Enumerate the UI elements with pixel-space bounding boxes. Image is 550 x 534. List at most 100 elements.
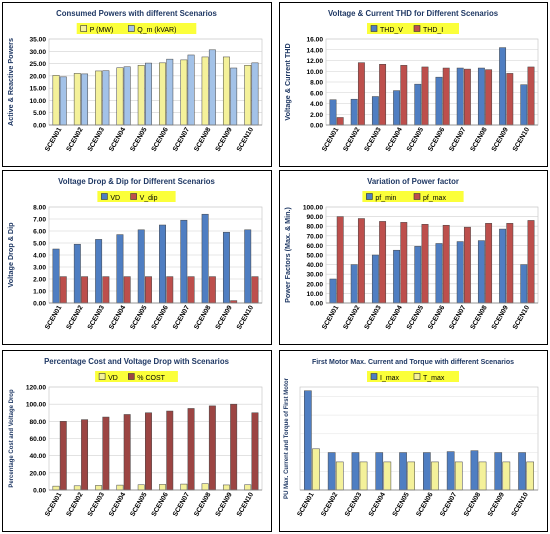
- y-tick-label: 0.00: [310, 123, 323, 130]
- y-axis-title: Percentage Cost and Voltage Drop: [9, 389, 15, 488]
- bar-pf-min-scen09: [499, 228, 507, 304]
- chart-title: Voltage & Current THD for Different Scen…: [328, 9, 499, 18]
- x-tick-label: SCEN03: [344, 491, 363, 518]
- bar-i-max-scen09: [494, 452, 503, 491]
- bar-thd-v-scen08: [477, 67, 485, 126]
- x-tick-label: SCEN03: [87, 126, 106, 153]
- y-axis-title: Active & Reactive Powers: [6, 38, 15, 126]
- bar-thd-v-scen10: [520, 84, 528, 126]
- bar-thd-i-scen02: [357, 62, 365, 126]
- legend-background: [95, 371, 178, 382]
- bar-vd-scen07: [180, 219, 188, 304]
- bar-q-m-kvar--scen08: [208, 49, 216, 126]
- legend-background: [362, 191, 464, 202]
- bar-thd-v-scen01: [329, 99, 337, 126]
- bar-i-max-scen01: [304, 390, 312, 491]
- bar-vd-scen05: [137, 484, 145, 491]
- x-tick-label: SCEN08: [193, 126, 212, 153]
- bar-p-mw--scen01: [52, 75, 60, 126]
- bar-thd-i-scen08: [485, 69, 493, 126]
- chart-cost-voltage-drop: Percentage Cost and Voltage Drop with Sc…: [9, 357, 263, 518]
- bar-p-mw--scen03: [95, 70, 103, 126]
- x-tick-label: SCEN08: [469, 126, 488, 153]
- bar-vd-scen10: [244, 229, 252, 304]
- bar-thd-i-scen01: [336, 117, 344, 126]
- bar-v-dip-scen08: [208, 276, 216, 304]
- y-tick-label: 120.00: [26, 385, 47, 392]
- y-tick-label: 100.00: [303, 205, 324, 212]
- bar-pf-max-scen05: [421, 224, 429, 304]
- y-tick-label: 6.00: [33, 229, 46, 236]
- x-tick-label: SCEN07: [448, 126, 467, 153]
- legend-swatch-0: [80, 25, 87, 32]
- bar--cost-scen07: [187, 408, 195, 491]
- bar-vd-scen05: [137, 229, 145, 304]
- x-tick-label: SCEN02: [342, 126, 361, 153]
- bar--cost-scen08: [208, 405, 216, 491]
- legend-background: [367, 371, 459, 382]
- legend-label-0: P (MW): [90, 27, 114, 34]
- x-tick-label: SCEN03: [363, 126, 382, 153]
- bar-vd-scen02: [73, 243, 81, 304]
- chart-panel-consumed-powers: Consumed Powers with different Scenarios…: [2, 2, 272, 167]
- bar-pf-min-scen10: [520, 264, 528, 304]
- bar-t-max-scen04: [383, 461, 392, 491]
- x-tick-label: SCEN04: [385, 304, 404, 331]
- bar-v-dip-scen05: [145, 276, 152, 304]
- plot-area: [300, 387, 538, 490]
- bar-i-max-scen07: [446, 451, 455, 491]
- chart-panel-power-factor: Variation of Power factor pf_min pf_max 0.0…: [279, 170, 548, 345]
- x-tick-label: SCEN10: [236, 304, 255, 331]
- x-tick-label: SCEN07: [448, 304, 467, 331]
- y-tick-label: 100.00: [26, 402, 47, 409]
- bar-i-max-scen10: [518, 452, 526, 491]
- legend-label-0: pf_min: [375, 195, 396, 202]
- y-tick-label: 20.00: [306, 281, 323, 288]
- y-axis-title: Power Factors (Max. & Min.): [283, 206, 292, 302]
- chart-voltage-drop-dip: Voltage Drop & Dip for Different Scenari…: [6, 177, 263, 331]
- bar-t-max-scen02: [335, 461, 344, 491]
- bar-q-m-kvar--scen10: [251, 62, 259, 126]
- legend-background: [367, 23, 459, 34]
- bar-t-max-scen08: [478, 461, 487, 491]
- bar-vd-scen08: [201, 483, 209, 491]
- bar-t-max-scen03: [359, 461, 368, 491]
- x-tick-label: SCEN06: [427, 304, 446, 331]
- y-tick-label: 1.00: [33, 289, 46, 296]
- legend-swatch-0: [366, 193, 373, 200]
- bar-p-mw--scen08: [201, 56, 209, 126]
- x-tick-label: SCEN03: [87, 304, 106, 331]
- y-tick-label: 5.00: [33, 241, 46, 248]
- x-tick-label: SCEN05: [129, 304, 148, 331]
- legend-label-0: VD: [108, 375, 118, 382]
- chart-title: Voltage Drop & Dip for Different Scenari…: [58, 177, 215, 186]
- bar-v-dip-scen02: [81, 276, 89, 304]
- x-tick-label: SCEN02: [320, 491, 339, 518]
- y-tick-label: 2.00: [33, 277, 46, 284]
- bar-vd-scen01: [52, 485, 60, 491]
- x-tick-label: SCEN04: [108, 126, 127, 153]
- x-tick-label: SCEN01: [44, 491, 63, 518]
- bar-thd-v-scen03: [371, 96, 379, 126]
- bar-vd-scen04: [116, 234, 124, 304]
- bar-thd-i-scen09: [506, 73, 514, 126]
- bar-i-max-scen06: [423, 452, 431, 491]
- y-tick-label: 8.00: [33, 205, 46, 212]
- bar-pf-max-scen08: [485, 223, 493, 304]
- x-tick-label: SCEN06: [151, 126, 170, 153]
- bar-t-max-scen09: [502, 461, 511, 491]
- y-tick-label: 30.00: [29, 49, 46, 56]
- x-tick-label: SCEN08: [463, 491, 482, 518]
- legend-label-1: T_max: [423, 375, 445, 382]
- legend-label-1: V_dip: [140, 195, 158, 202]
- chart-title: Percentage Cost and Voltage Drop with Sc…: [44, 357, 230, 366]
- bar-pf-min-scen02: [350, 264, 358, 304]
- x-tick-label: SCEN03: [363, 304, 382, 331]
- x-tick-label: SCEN09: [491, 126, 510, 153]
- legend-swatch-0: [370, 373, 378, 380]
- bar-p-mw--scen10: [244, 65, 252, 126]
- bar-t-max-scen01: [312, 448, 320, 491]
- y-tick-label: 40.00: [306, 262, 323, 269]
- bar-thd-i-scen10: [527, 66, 535, 126]
- y-tick-label: 60.00: [29, 436, 46, 443]
